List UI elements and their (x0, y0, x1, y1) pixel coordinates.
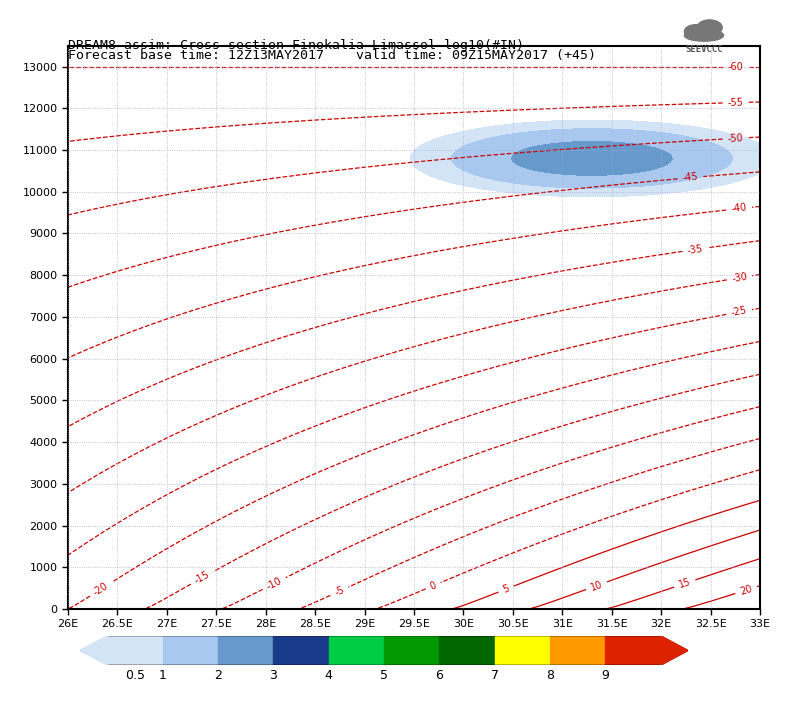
Text: 8: 8 (546, 669, 554, 682)
Text: -5: -5 (333, 585, 346, 598)
Text: 6: 6 (435, 669, 443, 682)
Ellipse shape (685, 30, 724, 41)
Text: -30: -30 (731, 272, 748, 284)
Bar (218, 636, 274, 665)
Text: -60: -60 (728, 62, 743, 72)
Ellipse shape (685, 25, 707, 38)
Text: 3: 3 (270, 669, 278, 682)
Text: 5: 5 (380, 669, 388, 682)
Text: Forecast base time: 12Z13MAY2017    valid time: 09Z15MAY2017 (+45): Forecast base time: 12Z13MAY2017 valid t… (68, 49, 596, 62)
Text: 9: 9 (601, 669, 609, 682)
Text: 15: 15 (678, 577, 692, 590)
Text: DREAM8-assim: Cross section Finokalia-Limassol log10(#IN): DREAM8-assim: Cross section Finokalia-Li… (68, 39, 524, 51)
Text: 20: 20 (738, 584, 754, 597)
Polygon shape (80, 636, 108, 665)
Bar (384, 636, 439, 665)
Text: 10: 10 (589, 579, 604, 593)
Text: 0.5: 0.5 (126, 669, 146, 682)
Bar (494, 636, 550, 665)
Text: SEEVCCC: SEEVCCC (685, 45, 723, 54)
Text: -55: -55 (727, 97, 744, 108)
Text: -25: -25 (730, 306, 748, 318)
Bar (108, 636, 163, 665)
Text: -35: -35 (686, 244, 704, 256)
Polygon shape (80, 636, 105, 665)
Text: -45: -45 (682, 172, 699, 183)
Bar (439, 636, 494, 665)
Text: 2: 2 (214, 669, 222, 682)
Text: -40: -40 (730, 203, 747, 215)
Polygon shape (660, 636, 688, 665)
Bar (163, 636, 218, 665)
Text: 0: 0 (428, 580, 438, 591)
Text: 4: 4 (325, 669, 333, 682)
Text: 1: 1 (159, 669, 167, 682)
Text: -10: -10 (265, 575, 283, 591)
Text: 7: 7 (490, 669, 498, 682)
Bar (329, 636, 384, 665)
Text: -50: -50 (727, 133, 744, 144)
Text: -20: -20 (91, 581, 110, 598)
Text: -15: -15 (193, 570, 211, 586)
Text: 5: 5 (502, 584, 510, 595)
Bar (605, 636, 660, 665)
Bar (550, 636, 605, 665)
Ellipse shape (697, 20, 722, 35)
Bar (274, 636, 329, 665)
